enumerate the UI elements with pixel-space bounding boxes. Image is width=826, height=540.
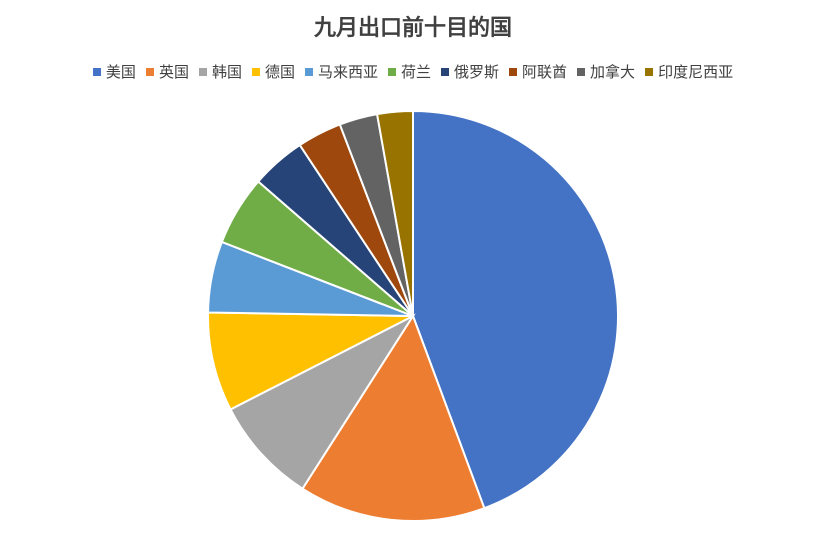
chart-title: 九月出口前十目的国: [313, 16, 512, 41]
legend-item: 马来西亚: [304, 61, 378, 82]
legend-swatch: [577, 67, 586, 76]
pie-slice: [229, 313, 416, 491]
legend-swatch: [198, 67, 207, 76]
legend-item: 英国: [145, 61, 189, 82]
legend-swatch: [645, 67, 654, 76]
legend-swatch: [92, 67, 101, 76]
legend-item: 印度尼西亚: [645, 61, 733, 82]
legend-swatch: [509, 67, 518, 76]
legend-item: 加拿大: [577, 61, 635, 82]
legend-swatch: [251, 67, 260, 76]
pie-slice: [375, 109, 414, 317]
legend-label: 荷兰: [401, 63, 432, 81]
legend-label: 韩国: [211, 63, 242, 81]
pie-slice: [412, 109, 619, 510]
legend-label: 俄罗斯: [454, 63, 500, 81]
legend-item: 阿联酋: [509, 61, 567, 82]
legend-label: 印度尼西亚: [658, 63, 734, 81]
legend-swatch: [441, 67, 450, 76]
legend-label: 加拿大: [590, 63, 636, 81]
legend-item: 俄罗斯: [441, 61, 499, 82]
legend-label: 阿联酋: [522, 63, 568, 81]
legend-label: 美国: [105, 63, 136, 81]
legend-item: 美国: [92, 61, 136, 82]
pie-slice: [207, 311, 414, 411]
legend-label: 英国: [158, 63, 189, 81]
legend: 美国 英国 韩国 德国 马来西亚 荷兰 俄罗斯 阿联酋 加拿大 印度尼西亚: [0, 61, 826, 82]
legend-swatch: [304, 67, 313, 76]
legend-swatch: [145, 67, 154, 76]
pie-slice: [301, 313, 486, 522]
legend-item: 韩国: [198, 61, 242, 82]
legend-swatch: [388, 67, 396, 76]
legend-item: 德国: [251, 61, 295, 82]
legend-label: 德国: [264, 63, 295, 81]
legend-label: 马来西亚: [317, 63, 378, 81]
legend-item: 荷兰: [388, 61, 431, 82]
